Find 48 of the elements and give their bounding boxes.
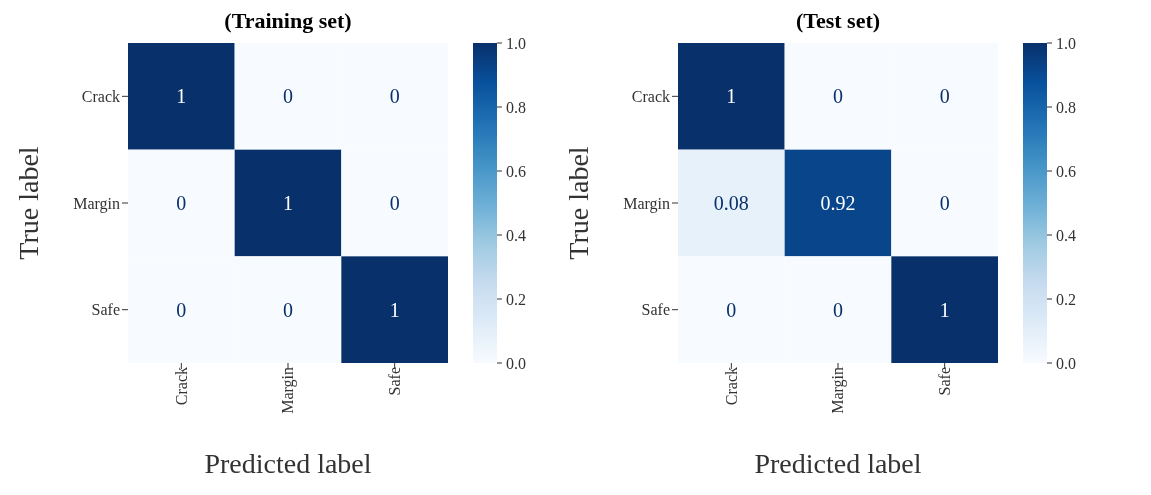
data-label: 1: [283, 192, 293, 214]
data-label: 0: [939, 192, 950, 214]
y-tick-label: Margin: [73, 194, 120, 213]
data-label: 1: [726, 85, 737, 108]
color-bar-label: 0.0: [1056, 354, 1076, 372]
color-bar-label: 0.8: [506, 98, 526, 116]
data-label: 0: [389, 85, 400, 108]
data-label: 0: [726, 298, 737, 321]
data-label: 1: [176, 85, 187, 108]
color-bar-label: 0.2: [1056, 290, 1076, 308]
data-label: 0.08: [713, 192, 749, 214]
x-tick-label: Crack: [722, 367, 740, 406]
color-bar-label: 0.0: [506, 354, 526, 372]
color-bar-label: 1.0: [1056, 34, 1076, 52]
y-axis-title: True label: [12, 146, 44, 260]
data-label: 0: [283, 85, 293, 108]
x-axis-title: Predicted label: [754, 448, 922, 479]
chart-title: (Test set): [794, 8, 882, 35]
color-bar-label: 1.0: [506, 34, 526, 52]
data-label: 1: [939, 298, 950, 321]
y-tick-label: Crack: [81, 88, 120, 106]
chart-title: (Training set): [223, 8, 353, 35]
data-label: 1: [389, 298, 400, 321]
y-tick-label: Crack: [631, 88, 670, 106]
x-tick-label: Margin: [279, 367, 298, 414]
color-bar-label: 0.4: [1056, 226, 1076, 244]
x-axis-title: Predicted label: [204, 448, 372, 479]
color-bar-label: 0.8: [1056, 98, 1076, 116]
x-tick-label: Crack: [172, 367, 190, 406]
x-tick-label: Safe: [936, 367, 954, 396]
y-axis-title: True label: [562, 146, 594, 260]
data-label: 0: [283, 298, 293, 321]
y-tick-label: Safe: [91, 301, 120, 319]
x-tick-label: Margin: [829, 367, 848, 414]
y-tick-label: Margin: [623, 194, 670, 213]
data-label: 0: [833, 298, 843, 321]
data-label: 0: [939, 85, 950, 108]
color-bar-label: 0.2: [506, 290, 526, 308]
data-label: 0.92: [820, 192, 856, 214]
x-tick-label: Safe: [386, 367, 404, 396]
data-label: 0: [389, 192, 400, 214]
color-bar-label: 0.4: [506, 226, 526, 244]
data-label: 0: [176, 192, 187, 214]
color-bar-label: 0.6: [506, 162, 526, 180]
data-label: 0: [176, 298, 187, 321]
data-label: 0: [833, 85, 843, 108]
y-tick-label: Safe: [641, 301, 670, 319]
color-bar-label: 0.6: [1056, 162, 1076, 180]
